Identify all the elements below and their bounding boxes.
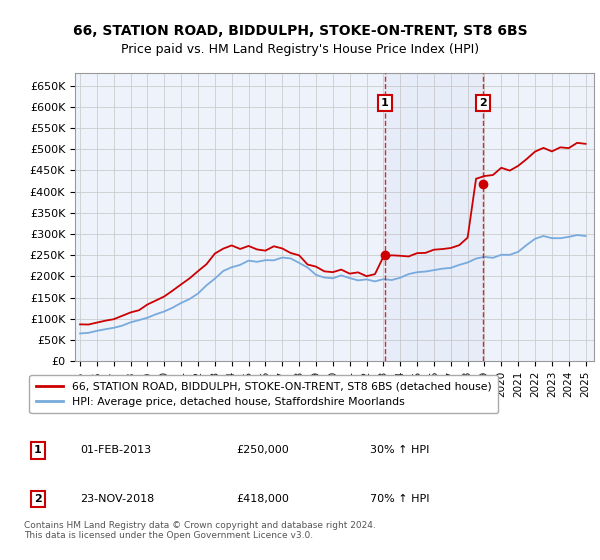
Text: £418,000: £418,000 bbox=[236, 494, 289, 504]
Text: 66, STATION ROAD, BIDDULPH, STOKE-ON-TRENT, ST8 6BS: 66, STATION ROAD, BIDDULPH, STOKE-ON-TRE… bbox=[73, 24, 527, 38]
Text: 01-FEB-2013: 01-FEB-2013 bbox=[80, 445, 151, 455]
Text: £250,000: £250,000 bbox=[236, 445, 289, 455]
Text: Contains HM Land Registry data © Crown copyright and database right 2024.
This d: Contains HM Land Registry data © Crown c… bbox=[24, 521, 376, 540]
Text: 1: 1 bbox=[34, 445, 42, 455]
Text: Price paid vs. HM Land Registry's House Price Index (HPI): Price paid vs. HM Land Registry's House … bbox=[121, 43, 479, 56]
Text: 70% ↑ HPI: 70% ↑ HPI bbox=[370, 494, 430, 504]
Text: 23-NOV-2018: 23-NOV-2018 bbox=[80, 494, 154, 504]
Text: 2: 2 bbox=[479, 98, 487, 108]
Legend: 66, STATION ROAD, BIDDULPH, STOKE-ON-TRENT, ST8 6BS (detached house), HPI: Avera: 66, STATION ROAD, BIDDULPH, STOKE-ON-TRE… bbox=[29, 375, 498, 413]
Bar bbox=[385, 73, 483, 361]
Text: 2: 2 bbox=[34, 494, 42, 504]
Text: 1: 1 bbox=[381, 98, 389, 108]
Text: 30% ↑ HPI: 30% ↑ HPI bbox=[370, 445, 430, 455]
